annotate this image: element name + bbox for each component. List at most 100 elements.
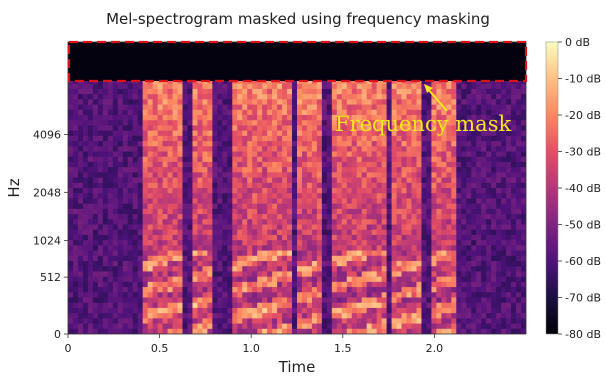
spectrogram-cell [82,271,89,278]
spectrogram-cell [396,182,402,189]
spectrogram-cell [391,250,397,257]
spectrogram-cell [391,167,397,173]
spectrogram-cell [351,323,358,330]
spectrogram-cell [217,214,223,220]
spectrogram-cell [187,208,193,215]
spectrogram-cell [152,261,159,267]
spectrogram-cell [92,130,99,137]
spectrogram-cell [371,94,378,100]
spectrogram-cell [282,297,288,304]
spectrogram-cell [92,323,99,330]
spectrogram-cell [197,219,203,225]
spectrogram-cell [287,130,293,137]
spectrogram-cell [441,115,447,121]
spectrogram-cell [366,182,373,189]
spectrogram-cell [381,240,388,246]
spectrogram-cell [277,302,283,309]
spectrogram-cell [366,302,373,309]
spectrogram-cell [401,245,407,251]
spectrogram-cell [401,292,407,298]
spectrogram-cell [97,245,104,251]
spectrogram-cell [117,281,124,288]
spectrogram-cell [501,167,507,173]
spectrogram-cell [197,141,203,147]
spectrogram-cell [227,271,233,278]
spectrogram-cell [426,250,432,257]
spectrogram-cell [426,182,432,189]
spectrogram-cell [346,83,353,90]
spectrogram-cell [466,208,472,215]
spectrogram-cell [87,318,94,324]
spectrogram-cell [77,146,84,152]
spectrogram-cell [272,323,278,330]
spectrogram-cell [92,307,99,314]
spectrogram-cell [481,266,487,272]
spectrogram-cell [466,240,472,246]
spectrogram-cell [97,229,104,236]
spectrogram-cell [247,203,253,210]
spectrogram-cell [227,224,233,231]
spectrogram-cell [451,240,457,246]
spectrogram-cell [167,281,173,288]
spectrogram-cell [117,115,124,121]
spectrogram-cell [456,182,462,189]
spectrogram-cell [386,109,392,116]
spectrogram-cell [491,234,497,241]
spectrogram-cell [346,161,353,168]
spectrogram-cell [316,188,323,194]
spectrogram-cell [361,250,368,257]
spectrogram-cell [466,203,472,210]
spectrogram-cell [107,224,114,231]
spectrogram-cell [87,281,94,288]
spectrogram-cell [406,203,412,210]
spectrogram-cell [207,198,213,205]
spectrogram-cell [232,281,238,288]
spectrogram-cell [406,240,412,246]
spectrogram-cell [262,83,268,90]
spectrogram-cell [461,193,467,199]
spectrogram-cell [426,318,432,324]
spectrogram-cell [97,208,104,215]
spectrogram-cell [202,255,208,262]
spectrogram-cell [212,115,218,121]
spectrogram-cell [346,141,353,147]
spectrogram-cell [316,130,323,137]
spectrogram-cell [87,261,94,267]
spectrogram-cell [92,234,99,241]
spectrogram-cell [127,240,134,246]
spectrogram-cell [272,151,278,158]
spectrogram-cell [406,250,412,257]
spectrogram-cell [346,313,353,319]
spectrogram-cell [421,287,427,293]
spectrogram-cell [227,229,233,236]
spectrogram-cell [247,141,253,147]
spectrogram-cell [386,172,392,178]
spectrogram-cell [421,130,427,137]
spectrogram-cell [192,234,198,241]
spectrogram-cell [336,177,343,184]
spectrogram-cell [242,172,248,178]
spectrogram-cell [237,240,243,246]
spectrogram-cell [336,214,343,220]
spectrogram-cell [381,115,388,121]
spectrogram-cell [501,99,507,105]
spectrogram-cell [386,130,392,137]
spectrogram-cell [232,313,238,319]
spectrogram-cell [72,125,79,132]
spectrogram-cell [441,261,447,267]
spectrogram-cell [267,167,273,173]
spectrogram-cell [242,161,248,168]
spectrogram-cell [501,219,507,225]
spectrogram-cell [267,172,273,178]
spectrogram-cell [461,115,467,121]
spectrogram-cell [356,120,363,126]
spectrogram-cell [481,328,487,334]
spectrogram-cell [107,161,114,168]
spectrogram-cell [391,99,397,105]
spectrogram-cell [157,151,163,158]
spectrogram-cell [351,172,358,178]
spectrogram-cell [371,109,378,116]
spectrogram-cell [207,109,213,116]
spectrogram-cell [421,229,427,236]
spectrogram-cell [341,307,348,314]
